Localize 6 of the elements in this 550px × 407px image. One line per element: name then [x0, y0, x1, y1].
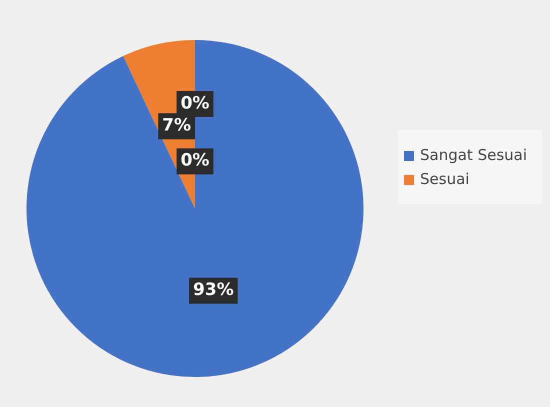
text: 0% [180, 93, 210, 114]
text: 0% [180, 150, 210, 171]
data-label: 7% [162, 116, 192, 136]
legend-label: Sangat Sesuai [420, 146, 528, 164]
legend-label: Sesuai [420, 170, 470, 188]
data-label: 93% [193, 280, 234, 300]
